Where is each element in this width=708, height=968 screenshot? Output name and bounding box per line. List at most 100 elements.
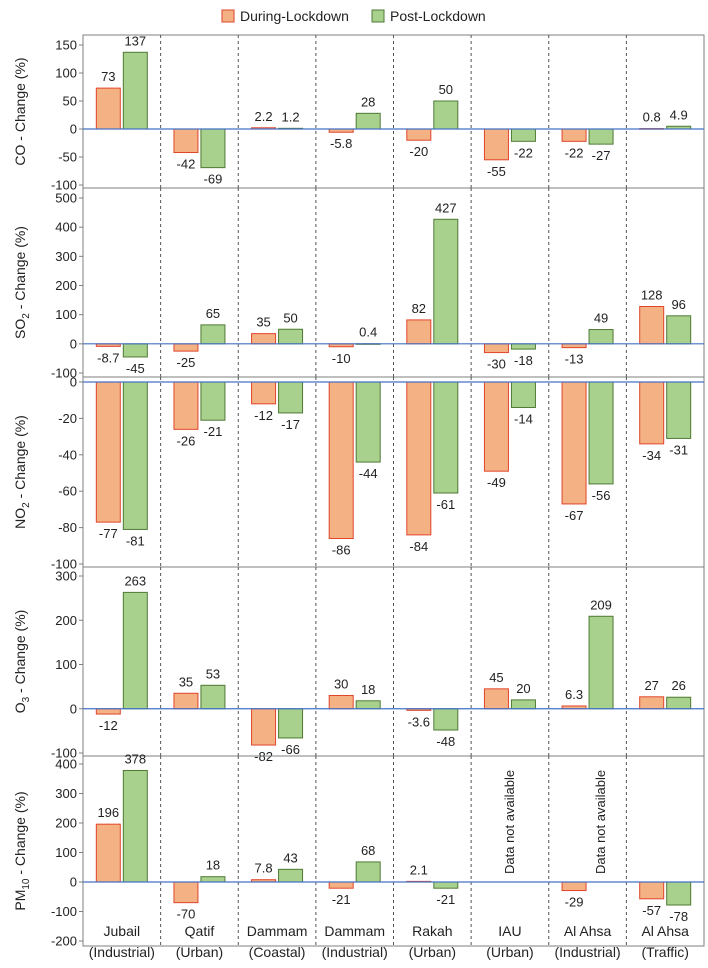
data-label: -12: [99, 718, 118, 733]
bar: [251, 708, 277, 746]
data-label: -61: [436, 497, 455, 512]
data-label: 53: [206, 666, 220, 681]
data-label: -84: [409, 539, 428, 554]
bar: [328, 381, 354, 540]
y-tick-label: 400: [55, 220, 77, 235]
panel-1: -100 -50 0 50 100 150 CO - Change (%) 73 -42 2.2 -…: [12, 33, 705, 193]
y-tick-label: 0: [70, 875, 77, 890]
bar: [639, 306, 665, 345]
legend-swatch-during: [221, 9, 235, 23]
bar: [278, 381, 304, 414]
data-label: -31: [669, 442, 688, 457]
bar: [666, 881, 692, 906]
bar: [433, 100, 459, 130]
data-label: 137: [124, 33, 146, 48]
bar: [355, 112, 381, 130]
bar: [666, 696, 692, 710]
data-label: 128: [641, 288, 663, 303]
data-label: -8.7: [97, 350, 119, 365]
y-tick-label: -100: [51, 178, 77, 193]
bar: [483, 343, 509, 354]
data-label: 20: [516, 681, 530, 696]
bar: [406, 381, 432, 536]
data-label: -44: [359, 466, 378, 481]
y-tick-label: 200: [55, 816, 77, 831]
bar: [561, 381, 587, 505]
y-axis-label-rest: - Change (%): [12, 226, 28, 313]
category-sublabel: (Industrial): [89, 944, 155, 960]
y-tick-label: 0: [70, 122, 77, 137]
category-label: Dammam: [324, 923, 385, 939]
data-label: 26: [671, 678, 685, 693]
data-label: 196: [97, 805, 119, 820]
bar: [666, 315, 692, 345]
bar: [433, 881, 459, 889]
data-label: 35: [256, 315, 270, 330]
data-label: -86: [332, 543, 351, 558]
data-label: -34: [642, 448, 661, 463]
y-tick-label: 300: [55, 569, 77, 584]
data-label: 73: [101, 69, 115, 84]
category-label: Jubail: [104, 923, 141, 939]
bar: [122, 591, 148, 710]
data-label: -22: [565, 145, 584, 160]
y-tick-label: -20: [58, 411, 77, 426]
y-axis-label: SO2 - Change (%): [12, 226, 32, 339]
bar: [173, 128, 199, 154]
bar: [588, 615, 614, 710]
data-label: -69: [204, 172, 223, 187]
bar: [510, 699, 536, 710]
data-label: -30: [487, 357, 506, 372]
y-axis-label-main: CO - Change (%): [12, 57, 28, 165]
data-label: -78: [669, 909, 688, 924]
y-axis-label-subscript: 3: [21, 696, 32, 702]
category-axis: Jubail (Industrial) Qatif (Urban) Dammam (Coa…: [89, 923, 689, 960]
bar: [406, 128, 432, 141]
y-tick-label: -200: [51, 934, 77, 949]
bar: [588, 128, 614, 145]
bar: [433, 218, 459, 345]
data-label: 378: [124, 751, 146, 766]
data-label: -10: [332, 351, 351, 366]
y-axis-label-subscript: 10: [21, 878, 32, 890]
legend-label-post: Post-Lockdown: [390, 8, 486, 24]
bar: [173, 881, 199, 904]
panel-5: -200 -100 0 100 200 300 400 PM10 - Change (%) 19…: [12, 751, 705, 949]
category-label: Qatif: [185, 923, 215, 939]
bar: [510, 381, 536, 408]
bar: [278, 328, 304, 345]
data-label: -42: [177, 157, 196, 172]
bar: [95, 381, 121, 523]
bar: [406, 319, 432, 345]
data-label: -55: [487, 164, 506, 179]
y-tick-label: -40: [58, 447, 77, 462]
bar: [122, 769, 148, 883]
bar: [173, 343, 199, 352]
data-label: -29: [565, 895, 584, 910]
data-label: 2.1: [410, 862, 428, 877]
y-tick-label: 150: [55, 38, 77, 53]
bar: [200, 381, 226, 421]
data-label: -18: [514, 353, 533, 368]
bar: [433, 381, 459, 494]
data-label: -49: [487, 475, 506, 490]
bar: [355, 381, 381, 463]
bar: [355, 700, 381, 710]
data-label: -82: [254, 749, 273, 764]
data-label: -81: [126, 533, 145, 548]
bar: [355, 861, 381, 883]
y-axis-label-main: O: [12, 702, 28, 713]
bar: [483, 688, 509, 710]
bar: [173, 692, 199, 710]
y-axis-label-rest: - Change (%): [12, 610, 28, 697]
data-label: 50: [439, 82, 453, 97]
data-label: 18: [206, 858, 220, 873]
data-label: -12: [254, 408, 273, 423]
bar: [200, 684, 226, 710]
y-axis-label-main: NO: [12, 508, 28, 529]
data-label: -56: [592, 488, 611, 503]
bar: [588, 381, 614, 485]
